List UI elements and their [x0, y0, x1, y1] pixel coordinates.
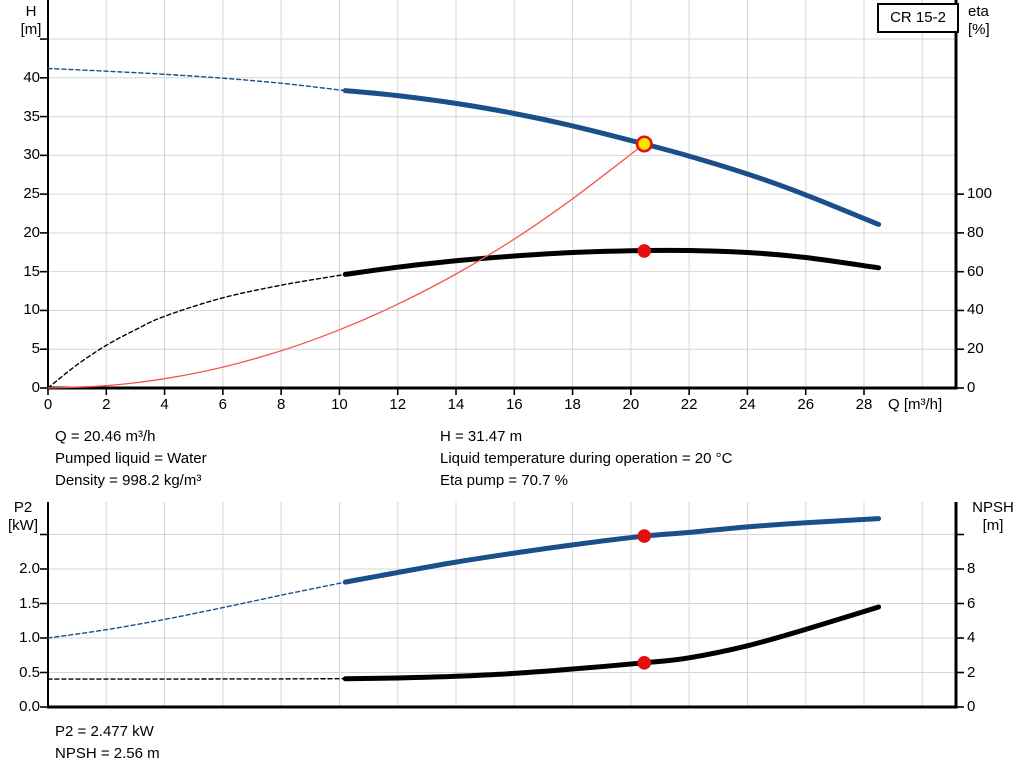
x-tick-label: 28: [855, 396, 873, 413]
x-tick-label: 18: [564, 396, 581, 413]
right-tick-label: 60: [967, 262, 984, 280]
x-tick-label: 10: [331, 396, 348, 413]
power-dot-marker: [637, 529, 652, 543]
right-tick-label: 6: [967, 594, 976, 612]
right-tick-label: 80: [967, 223, 984, 241]
left-tick-label: 10: [23, 301, 40, 319]
left-tick-label: 1.0: [19, 629, 40, 646]
annotation-eta: Eta pump = 70.7 %: [440, 472, 568, 489]
eta-axis-label-line2: [%]: [968, 21, 990, 38]
x-tick-label: 26: [797, 396, 815, 413]
npsh-axis-label-line1: NPSH: [972, 499, 1014, 516]
x-tick-label: 4: [160, 396, 169, 413]
left-tick-label: 0.0: [19, 698, 40, 715]
annotation-p2: P2 = 2.477 kW: [55, 723, 154, 740]
right-tick-label: 100: [967, 185, 993, 203]
left-tick-label: 2.0: [19, 560, 40, 577]
left-tick-label: 20: [23, 223, 40, 241]
annotation-h: H = 31.47 m: [440, 428, 523, 445]
left-tick-label: 40: [23, 68, 40, 86]
x-tick-label: 20: [622, 396, 640, 413]
power-curve-dashed: [47, 581, 346, 639]
left-tick-label: 15: [23, 262, 40, 280]
x-tick-label: 2: [102, 396, 111, 413]
annotation-npsh: NPSH = 2.56 m: [55, 745, 160, 762]
left-tick-label: 5: [31, 340, 40, 358]
p2-axis-label-line1: P2: [13, 499, 33, 516]
left-tick-label: 0: [31, 379, 40, 396]
p2-axis-label: P2 [kW]: [0, 499, 46, 535]
left-tick-label: 30: [23, 146, 40, 164]
annotation-temperature: Liquid temperature during operation = 20…: [440, 450, 733, 467]
eta-axis-label-line1: eta: [968, 3, 989, 20]
npsh-axis-label: NPSH [m]: [964, 499, 1022, 535]
power-curve: [342, 516, 882, 585]
annotation-pumped-liquid: Pumped liquid = Water: [55, 450, 207, 467]
x-tick-label: 6: [218, 396, 228, 413]
head-curve-dashed: [47, 67, 346, 92]
right-tick-label: 4: [967, 629, 976, 646]
x-tick-label: 22: [680, 396, 698, 413]
right-tick-label: 20: [967, 340, 984, 358]
annotation-density: Density = 998.2 kg/m³: [55, 472, 202, 489]
efficiency-curve: [342, 247, 882, 277]
x-tick-label: 0: [43, 396, 53, 413]
system-curve: [47, 143, 645, 389]
head-curve: [342, 88, 882, 227]
right-tick-label: 0: [967, 698, 976, 715]
left-tick-label: 35: [23, 107, 40, 125]
x-tick-label: 12: [389, 396, 407, 413]
h-axis-label-line2: [m]: [20, 21, 42, 38]
left-tick-label: 25: [23, 185, 40, 203]
efficiency-dot-marker: [637, 244, 652, 258]
right-tick-label: 40: [967, 301, 984, 319]
x-tick-label: 24: [739, 396, 756, 413]
h-axis-label: H [m]: [9, 3, 53, 39]
npsh-axis-label-line2: [m]: [982, 517, 1004, 534]
duty-point-marker: [635, 135, 653, 153]
right-tick-label: 8: [967, 560, 976, 577]
npsh-curve: [342, 604, 882, 682]
right-tick-label: 2: [967, 663, 976, 681]
eta-axis-label: eta [%]: [968, 3, 1020, 39]
x-tick-label: 16: [505, 396, 523, 413]
npsh-dot-marker: [637, 656, 652, 670]
annotation-q: Q = 20.46 m³/h: [55, 428, 156, 445]
right-tick-label: 0: [967, 379, 976, 396]
x-tick-label: 14: [447, 396, 465, 413]
left-tick-label: 1.5: [19, 594, 40, 612]
p2-axis-label-line2: [kW]: [8, 517, 38, 534]
efficiency-curve-dashed: [47, 273, 346, 389]
pump-model-badge: CR 15-2: [877, 3, 959, 33]
h-axis-label-line1: H: [25, 3, 37, 20]
left-tick-label: 0.5: [19, 663, 40, 681]
q-axis-label: Q [m³/h]: [888, 396, 943, 413]
x-tick-label: 8: [276, 396, 286, 413]
